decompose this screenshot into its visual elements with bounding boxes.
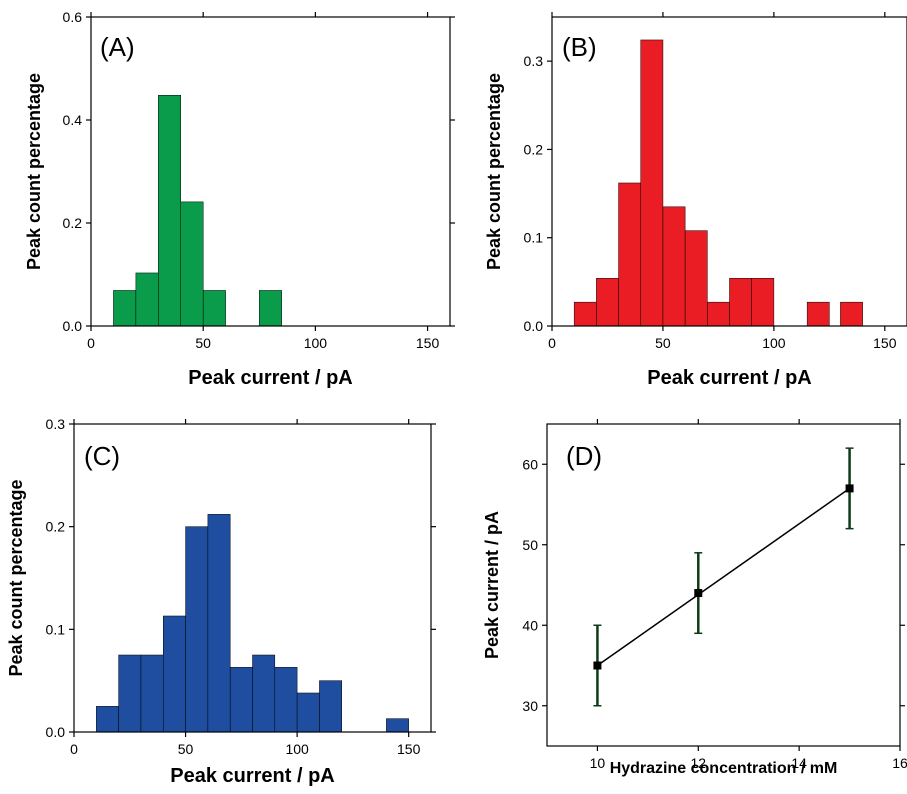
- panel-label: (C): [84, 441, 120, 471]
- y-tick-label: 0.0: [524, 318, 544, 334]
- x-tick-label: 10: [590, 755, 606, 771]
- histogram-bar: [113, 290, 137, 327]
- y-tick-label: 0.1: [46, 621, 66, 637]
- panel-b: 0 50 100 150 0.0 0.1 0.2 0.3 Peak current / pA Pe…: [484, 12, 907, 389]
- x-tick-label: 12: [690, 755, 706, 771]
- histogram-bar: [707, 301, 730, 327]
- x-tick-label: 150: [416, 335, 440, 351]
- plot-frame: [90, 16, 451, 327]
- y-axis-title: Peak count percentage: [24, 73, 44, 270]
- x-tick-label: 0: [87, 335, 95, 351]
- y-tick-label: 0.0: [46, 724, 66, 740]
- x-tick-label: 100: [304, 335, 328, 351]
- y-tick-label: 0.3: [524, 53, 544, 69]
- x-axis-title: Hydrazine concentration / mM: [610, 760, 838, 777]
- x-tick-label: 0: [70, 741, 78, 757]
- y-tick-label: 40: [522, 617, 538, 633]
- histogram-bar: [596, 278, 619, 327]
- histogram-bar: [207, 514, 231, 733]
- y-axis-title: Peak count percentage: [6, 479, 26, 676]
- y-tick-label: 0.6: [63, 9, 83, 25]
- panel-c: 0 50 100 150 0.0 0.1 0.2 0.3 Peak current / pA Pe…: [6, 416, 436, 787]
- histogram-bar: [202, 290, 226, 327]
- plot-frame: [73, 423, 432, 733]
- y-tick-label: 0.3: [46, 416, 66, 432]
- histogram-bar: [229, 667, 253, 733]
- histogram-bar: [140, 654, 164, 733]
- y-axis-title: Peak count percentage: [484, 73, 504, 270]
- x-axis-title: Peak current / pA: [188, 367, 353, 389]
- y-tick-label: 0.4: [63, 112, 83, 128]
- histogram-bar: [274, 667, 298, 733]
- histogram-bar: [185, 526, 209, 733]
- panel-label: (B): [562, 32, 597, 62]
- x-tick-label: 100: [762, 335, 786, 351]
- x-tick-label: 0: [548, 335, 556, 351]
- histogram-bar: [640, 39, 664, 327]
- histogram-bar: [618, 182, 641, 327]
- y-tick-label: 0.0: [63, 318, 83, 334]
- histogram-bar: [662, 206, 686, 327]
- x-axis-title: Peak current / pA: [647, 367, 812, 389]
- histogram-bar: [118, 654, 142, 733]
- y-tick-label: 0.2: [63, 215, 83, 231]
- data-point: [694, 589, 703, 598]
- histogram-bar: [751, 278, 775, 327]
- x-tick-label: 50: [655, 335, 671, 351]
- panel-label: (A): [100, 32, 135, 62]
- fit-line: [596, 487, 851, 667]
- x-axis-title: Peak current / pA: [170, 765, 335, 787]
- histogram-bar: [296, 692, 320, 733]
- plot-frame: [546, 423, 901, 747]
- x-tick-label: 150: [397, 741, 421, 757]
- x-tick-label: 16: [892, 755, 907, 771]
- histogram-bar: [573, 301, 597, 327]
- y-axis-title: Peak current / pA: [482, 511, 502, 659]
- x-tick-label: 50: [178, 741, 194, 757]
- x-tick-label: 50: [195, 335, 211, 351]
- histogram-bar: [135, 272, 159, 327]
- histogram-bar: [386, 718, 409, 733]
- histogram-bar: [806, 301, 830, 327]
- data-point: [845, 484, 854, 493]
- panel-label: (D): [566, 441, 602, 471]
- histogram-bar: [180, 201, 204, 327]
- histogram-bar: [729, 278, 752, 327]
- y-tick-label: 0.2: [46, 519, 66, 535]
- panel-a: 0 50 100 150 0.0 0.2 0.4 0.6 Peak current / pA Pe…: [24, 9, 455, 389]
- histogram-bar: [319, 680, 342, 733]
- y-tick-label: 0.1: [524, 230, 544, 246]
- x-tick-label: 14: [791, 755, 807, 771]
- histogram-bar: [684, 230, 708, 327]
- x-tick-label: 150: [873, 335, 897, 351]
- histogram-bar: [163, 615, 186, 733]
- histogram-bar: [96, 706, 119, 733]
- x-tick-label: 100: [285, 741, 309, 757]
- histogram-bar: [840, 301, 863, 327]
- data-point: [593, 661, 602, 670]
- y-tick-label: 0.2: [524, 141, 544, 157]
- histogram-bar: [252, 654, 276, 733]
- panel-d: 10 12 14 16 30 40 50 60 Hydrazine concentration …: [482, 419, 907, 777]
- y-tick-label: 60: [522, 456, 538, 472]
- histogram-bar: [158, 95, 181, 327]
- y-tick-label: 50: [522, 537, 538, 553]
- plot-frame: [551, 16, 907, 327]
- histogram-bar: [259, 290, 282, 327]
- y-tick-label: 30: [522, 698, 538, 714]
